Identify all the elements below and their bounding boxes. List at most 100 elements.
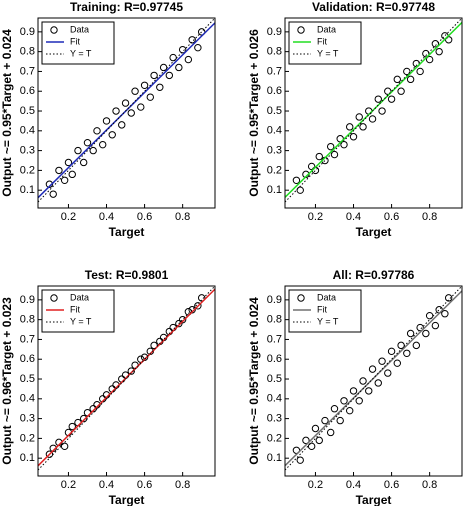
y-tick-label: 0.1: [267, 184, 282, 196]
x-tick-label: 0.8: [175, 479, 190, 491]
data-point: [403, 349, 411, 357]
axes-frame: [284, 17, 463, 209]
data-point: [49, 190, 57, 198]
data-point: [387, 347, 396, 356]
data-point: [403, 67, 411, 76]
y-tick-label: 0.5: [267, 105, 282, 117]
data-point: [387, 95, 396, 103]
data-point: [359, 123, 367, 131]
y-tick-label: 0.8: [20, 314, 35, 326]
y-tick-label: 0.6: [267, 85, 282, 97]
legend-marker: [297, 294, 305, 302]
data-point: [108, 131, 116, 139]
legend-label: Y = T: [70, 48, 92, 58]
data-point: [121, 99, 130, 107]
data-point: [431, 40, 440, 48]
data-point: [431, 321, 440, 330]
data-point: [178, 45, 187, 54]
data-point: [127, 367, 135, 375]
x-tick-label: 0.6: [384, 211, 399, 223]
data-point: [336, 416, 344, 425]
data-point: [131, 87, 139, 95]
legend-label: Fit: [70, 36, 80, 46]
x-tick-label: 0.6: [137, 479, 152, 491]
data-point: [326, 142, 335, 151]
data-point: [74, 146, 82, 155]
data-point: [330, 405, 339, 413]
data-point: [68, 170, 76, 179]
y-tick-label: 0.5: [267, 373, 282, 385]
fit-line: [285, 21, 462, 198]
y-tick-label: 0.4: [20, 393, 35, 405]
legend-marker: [50, 294, 58, 302]
data-point: [368, 115, 377, 123]
data-point: [137, 103, 145, 111]
title: Training: R=0.97745: [70, 0, 183, 14]
y-tick-label: 0.1: [267, 452, 282, 464]
data-point: [393, 359, 401, 367]
x-tick-label: 0.6: [137, 211, 152, 223]
y-tick-label: 0.7: [267, 333, 282, 345]
x-tick-label: 0.8: [175, 211, 190, 223]
data-point: [355, 113, 363, 121]
data-point: [302, 436, 310, 445]
y-label: Output ~= 0.95*Target + 0.024: [0, 29, 14, 197]
data-point: [406, 329, 415, 338]
data-point: [416, 67, 424, 76]
legend-label: Fit: [317, 304, 327, 314]
data-point: [296, 186, 304, 194]
y-tick-label: 0.9: [267, 26, 282, 38]
data-point: [330, 150, 339, 159]
data-point: [178, 315, 187, 324]
x-tick-label: 0.4: [99, 479, 114, 491]
legend-label: Y = T: [317, 48, 339, 58]
data-point: [340, 140, 348, 149]
x-tick-label: 0.8: [422, 211, 437, 223]
legend-box: [41, 289, 115, 333]
y-tick-label: 0.6: [267, 353, 282, 365]
y-tick-label: 0.9: [20, 26, 35, 38]
data-point: [146, 93, 154, 101]
title: Validation: R=0.97748: [312, 0, 435, 14]
y-tick-label: 0.3: [20, 413, 35, 425]
x-tick-label: 0.2: [61, 479, 76, 491]
data-point: [384, 369, 392, 377]
data-point: [307, 162, 316, 171]
x-tick-label: 0.6: [384, 479, 399, 491]
data-point: [184, 55, 193, 64]
data-point: [175, 63, 183, 72]
title: Test: R=0.9801: [85, 268, 169, 282]
data-point: [444, 294, 453, 302]
legend-box: [288, 21, 362, 65]
data-point: [194, 302, 202, 310]
y-tick-label: 0.7: [20, 65, 35, 77]
legend-label: Y = T: [70, 316, 92, 326]
data-point: [346, 123, 354, 131]
data-point: [112, 107, 120, 115]
identity-line: [38, 286, 215, 471]
data-point: [378, 107, 386, 115]
y-tick-label: 0.8: [20, 46, 35, 58]
data-point: [197, 294, 206, 302]
legend-label: Data: [317, 24, 336, 34]
data-point: [374, 379, 382, 387]
data-point: [102, 117, 111, 125]
data-point: [156, 83, 164, 91]
x-label: Target: [356, 493, 392, 506]
y-tick-label: 0.6: [20, 353, 35, 365]
data-point: [393, 75, 401, 84]
y-tick-label: 0.7: [20, 333, 35, 345]
fit-line: [38, 22, 215, 199]
x-tick-label: 0.8: [422, 479, 437, 491]
y-tick-label: 0.1: [20, 184, 35, 196]
data-point: [140, 81, 149, 89]
y-tick-label: 0.8: [267, 314, 282, 326]
y-tick-label: 0.3: [267, 413, 282, 425]
data-point: [441, 310, 449, 318]
identity-line: [285, 18, 462, 203]
x-tick-label: 0.4: [346, 479, 361, 491]
data-point: [60, 442, 69, 451]
data-point: [378, 357, 386, 365]
plot-area: [38, 18, 215, 203]
